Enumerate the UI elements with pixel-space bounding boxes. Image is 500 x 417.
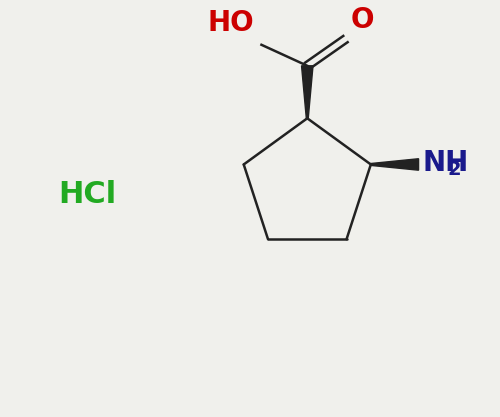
Polygon shape xyxy=(302,66,313,118)
Text: 2: 2 xyxy=(447,160,461,179)
Text: O: O xyxy=(350,6,374,34)
Text: NH: NH xyxy=(422,148,469,176)
Text: HCl: HCl xyxy=(58,180,117,209)
Text: HO: HO xyxy=(207,9,254,37)
Polygon shape xyxy=(371,159,418,170)
